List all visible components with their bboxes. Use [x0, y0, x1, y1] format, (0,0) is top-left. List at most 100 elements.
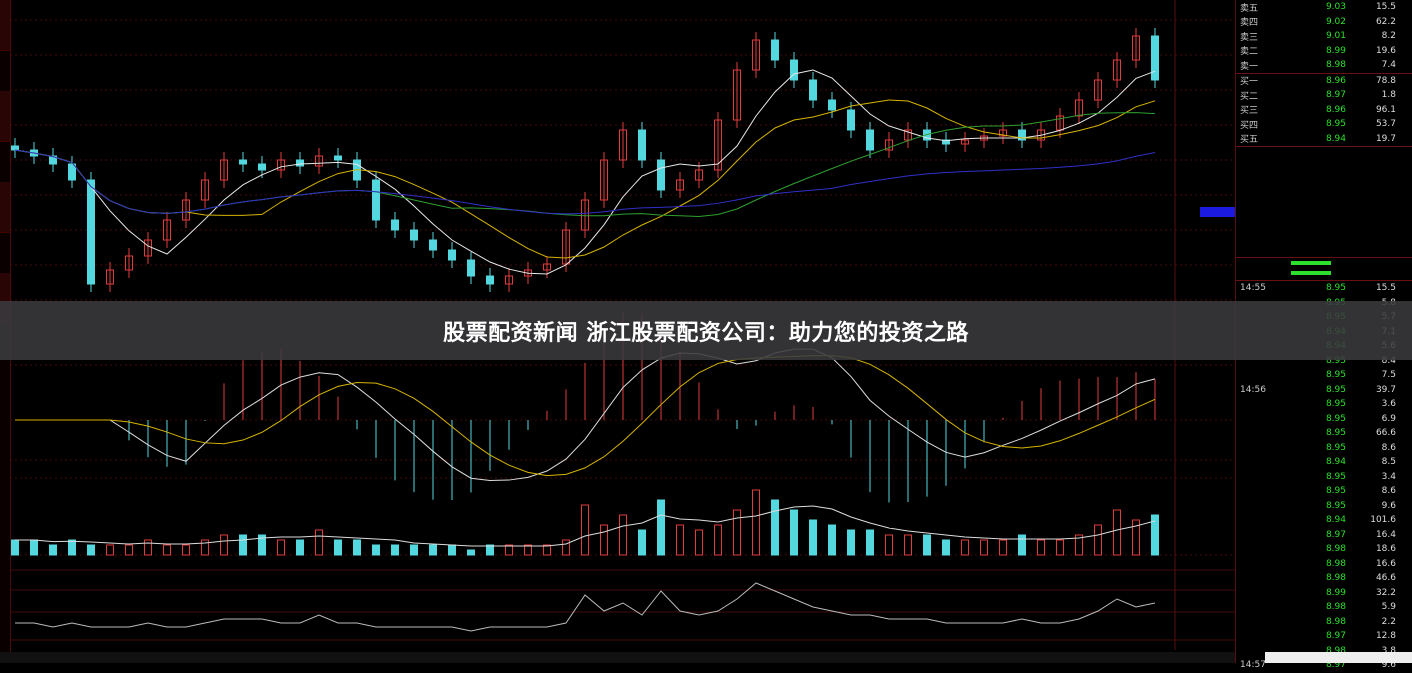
- candle: [999, 129, 1007, 137]
- price-cell: 8.95: [1325, 119, 1346, 130]
- candle: [429, 239, 437, 251]
- candle: [961, 139, 969, 145]
- vol-cell: 66.6: [1375, 428, 1396, 439]
- candle: [505, 275, 513, 285]
- volume-bar: [163, 544, 171, 556]
- tick-row: 8.95 6.9: [1236, 412, 1412, 427]
- vol-cell: 32.2: [1375, 587, 1396, 598]
- candle: [695, 169, 703, 181]
- vol-cell: 18.6: [1375, 544, 1396, 555]
- quote-row: 卖四 9.02 62.2: [1236, 15, 1412, 30]
- candle: [638, 129, 646, 161]
- volume-bar: [1094, 524, 1102, 556]
- status-badge: [1265, 652, 1412, 663]
- volume-bar: [524, 544, 532, 556]
- vol-cell: 39.7: [1375, 384, 1396, 395]
- quote-row: 卖二 8.99 19.6: [1236, 44, 1412, 59]
- volume-bar: [562, 539, 570, 556]
- candle: [68, 163, 76, 181]
- candle: [410, 229, 418, 241]
- volume-bar: [372, 544, 380, 556]
- candle: [277, 159, 285, 171]
- vol-cell: 6.9: [1381, 413, 1396, 424]
- tick-row: 8.94 101.6: [1236, 513, 1412, 528]
- price-cell: 8.99: [1325, 45, 1346, 56]
- vol-cell: 2.2: [1381, 616, 1396, 627]
- candle: [239, 159, 247, 165]
- tick-row: 8.95 3.4: [1236, 470, 1412, 485]
- volume-bar: [923, 534, 931, 556]
- price-cell: 8.95: [1325, 486, 1346, 497]
- quote-row: 买三 8.96 96.1: [1236, 103, 1412, 118]
- price-cell: 8.97: [1325, 90, 1346, 101]
- ma-line-10: [14, 99, 1156, 259]
- price-cell: 8.96: [1325, 104, 1346, 115]
- volume-bar: [258, 534, 266, 556]
- label-cell: 卖三: [1240, 32, 1259, 43]
- tick-row: 8.98 3.8: [1236, 644, 1412, 659]
- time-cell: 14:55: [1240, 283, 1266, 294]
- vol-cell: 19.6: [1375, 45, 1396, 56]
- volume-bar: [942, 539, 950, 556]
- volume-bar: [30, 539, 38, 556]
- quote-row: 买四 8.95 53.7: [1236, 117, 1412, 132]
- candle: [220, 159, 228, 181]
- price-cell: 8.95: [1325, 283, 1346, 294]
- indicator-tab-bar[interactable]: [0, 652, 1235, 663]
- volume-bar: [866, 529, 874, 556]
- volume-bar: [1056, 539, 1064, 556]
- volume-bar: [334, 539, 342, 556]
- tick-row: 8.98 46.6: [1236, 571, 1412, 586]
- candle: [885, 139, 893, 151]
- vol-cell: 15.5: [1375, 2, 1396, 13]
- candle: [87, 179, 95, 285]
- candle: [49, 155, 57, 165]
- volume-bar: [1132, 519, 1140, 556]
- volume-bar: [961, 539, 969, 556]
- volume-bar: [904, 534, 912, 556]
- volume-bar: [1037, 539, 1045, 556]
- candle: [106, 269, 114, 285]
- price-cell: 8.98: [1325, 544, 1346, 555]
- volume-bar: [220, 534, 228, 556]
- volume-bar: [315, 529, 323, 556]
- tick-row: 8.98 5.9: [1236, 600, 1412, 615]
- candle: [1113, 59, 1121, 81]
- capital-flow-block: [1236, 257, 1412, 280]
- vol-cell: 8.6: [1381, 486, 1396, 497]
- tick-row: 8.95 3.6: [1236, 397, 1412, 412]
- candle: [391, 219, 399, 231]
- candle: [1075, 99, 1083, 117]
- price-cell: 8.94: [1325, 457, 1346, 468]
- price-cell: 8.98: [1325, 60, 1346, 71]
- quote-row: 卖五 9.03 15.5: [1236, 0, 1412, 15]
- volume-bar: [1075, 534, 1083, 556]
- volume-bar: [410, 544, 418, 556]
- tick-row: 8.95 7.5: [1236, 368, 1412, 383]
- vol-cell: 62.2: [1375, 16, 1396, 27]
- quote-row: 卖一 8.98 7.4: [1236, 58, 1412, 73]
- tick-row: 14:55 8.95 15.5: [1236, 281, 1412, 296]
- price-cell: 8.99: [1325, 587, 1346, 598]
- label-cell: 卖五: [1240, 3, 1259, 14]
- volume-bar: [1113, 509, 1121, 556]
- volume-bar: [182, 544, 190, 556]
- ma-line-5: [14, 69, 1156, 275]
- candle: [657, 159, 665, 191]
- price-cell: 8.98: [1325, 645, 1346, 656]
- candle: [1037, 129, 1045, 141]
- volume-bar: [11, 539, 19, 556]
- candle: [334, 155, 342, 161]
- volume-bar: [657, 499, 665, 556]
- tick-row: 8.95 8.6: [1236, 484, 1412, 499]
- vol-cell: 7.5: [1381, 370, 1396, 381]
- volume-bar: [87, 544, 95, 556]
- quote-row: 卖三 9.01 8.2: [1236, 29, 1412, 44]
- price-cell: 8.95: [1325, 355, 1346, 366]
- price-cell: 8.94: [1325, 515, 1346, 526]
- price-cell: 9.03: [1325, 2, 1346, 13]
- vol-cell: 8.4: [1381, 355, 1396, 366]
- candle: [828, 99, 836, 111]
- tick-row: 8.95 8.4: [1236, 354, 1412, 369]
- volume-bar: [239, 534, 247, 556]
